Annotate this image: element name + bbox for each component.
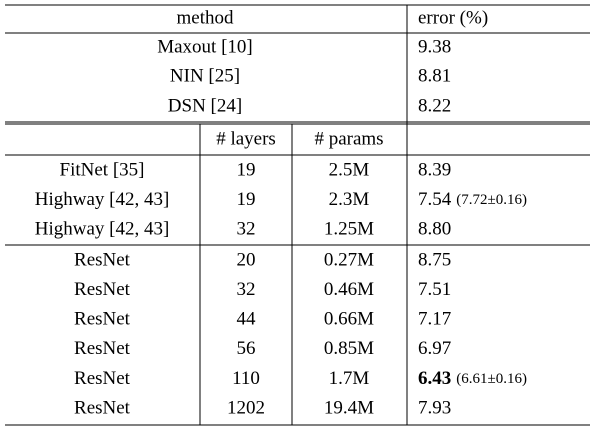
header-error: error (%) <box>418 7 488 28</box>
layers: 19 <box>237 189 256 210</box>
layers: 19 <box>237 159 256 180</box>
error-value: 8.80 <box>418 219 451 240</box>
params: 0.66M <box>324 309 374 330</box>
layers: 32 <box>237 279 256 300</box>
layers: 1202 <box>227 397 265 418</box>
params: 0.85M <box>324 338 374 359</box>
layers: 32 <box>237 219 256 240</box>
error-value: 6.97 <box>418 338 451 359</box>
params: 19.4M <box>324 397 374 418</box>
layers: 20 <box>237 249 256 270</box>
method: Maxout [10] <box>157 36 253 57</box>
error-value: 8.39 <box>418 159 451 180</box>
error-value: 7.17 <box>418 309 451 330</box>
method: ResNet <box>74 368 131 389</box>
error-value: 8.81 <box>418 65 451 86</box>
params: 0.46M <box>324 279 374 300</box>
params: 1.25M <box>324 219 374 240</box>
error-value: 8.75 <box>418 249 451 270</box>
error-note: (7.72±0.16) <box>456 192 527 208</box>
layers: 56 <box>237 338 256 359</box>
method: NIN [25] <box>170 65 240 86</box>
method: ResNet <box>74 249 131 270</box>
error-value: 6.43 <box>418 368 451 389</box>
header-params: # params <box>314 128 383 149</box>
header-layers: # layers <box>216 128 276 149</box>
layers: 110 <box>232 368 260 389</box>
method: ResNet <box>74 309 131 330</box>
error-value: 7.54 <box>418 189 452 210</box>
layers: 44 <box>237 309 257 330</box>
params: 2.5M <box>329 159 370 180</box>
error-value: 8.22 <box>418 95 451 116</box>
method: Highway [42, 43] <box>35 219 170 240</box>
method: ResNet <box>74 397 131 418</box>
method: ResNet <box>74 279 131 300</box>
error-value: 9.38 <box>418 36 451 57</box>
error-value: 7.93 <box>418 397 451 418</box>
params: 0.27M <box>324 249 374 270</box>
method: Highway [42, 43] <box>35 189 170 210</box>
method: FitNet [35] <box>60 159 145 180</box>
header-method: method <box>177 7 234 28</box>
error-value: 7.51 <box>418 279 451 300</box>
params: 2.3M <box>329 189 370 210</box>
params: 1.7M <box>329 368 370 389</box>
method: ResNet <box>74 338 131 359</box>
method: DSN [24] <box>168 95 242 116</box>
error-note: (6.61±0.16) <box>456 371 527 387</box>
